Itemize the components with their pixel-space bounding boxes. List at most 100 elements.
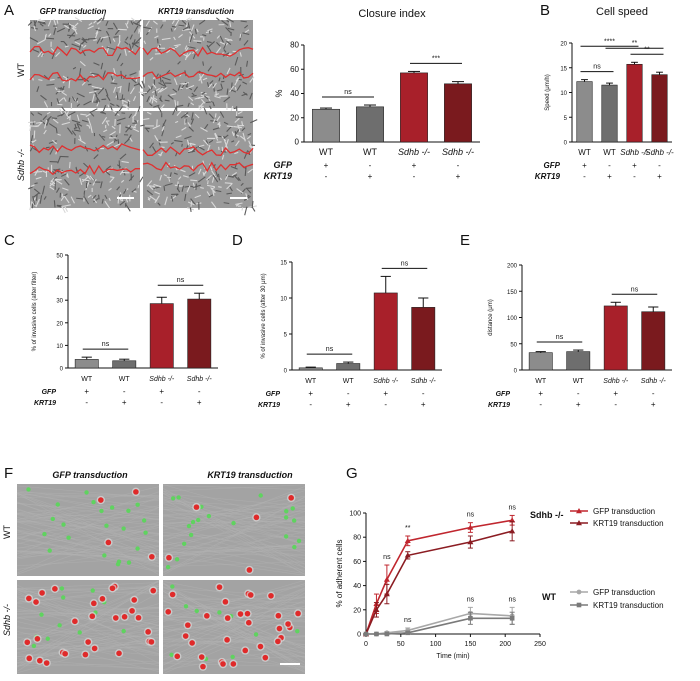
wound-edge-outline <box>29 71 141 83</box>
cell-texture <box>158 142 161 146</box>
cell-texture <box>190 179 198 182</box>
green-cell <box>169 652 174 658</box>
green-cell <box>115 561 121 567</box>
gfp-sign: + <box>632 161 637 170</box>
texture-line <box>16 503 160 515</box>
gfp-sign: + <box>613 389 618 398</box>
cell-texture <box>112 22 118 30</box>
texture-line <box>16 647 160 650</box>
cell-texture <box>32 196 36 205</box>
texture-line <box>162 508 306 554</box>
cell-texture <box>207 41 215 48</box>
cell-texture <box>212 119 216 124</box>
panel-letter-e: E <box>460 232 470 249</box>
cell-texture <box>193 86 198 93</box>
texture-line <box>16 557 160 567</box>
cell-texture <box>190 198 196 205</box>
cell-texture <box>163 174 168 177</box>
green-cell <box>59 586 65 591</box>
cell-texture <box>87 25 94 30</box>
cell-texture <box>164 182 173 187</box>
cell-texture <box>63 41 68 46</box>
cell-texture <box>203 123 209 130</box>
cell-texture <box>152 146 157 153</box>
cell-texture <box>182 175 189 178</box>
cell-texture <box>38 19 46 22</box>
significance-label: ns <box>467 596 475 603</box>
cell-texture <box>159 74 162 83</box>
cell-texture <box>195 183 197 191</box>
cell-texture <box>83 190 86 198</box>
cell-texture <box>57 87 65 90</box>
significance-label: ns <box>344 89 352 96</box>
krt19-sign: + <box>456 172 461 181</box>
cell-texture <box>178 176 182 180</box>
texture-line <box>16 492 160 516</box>
green-cell <box>57 623 62 628</box>
x-tick-label: 250 <box>534 641 546 648</box>
genotype-label: Sdhb -/- <box>442 147 474 157</box>
green-cell <box>31 643 37 649</box>
y-axis-label: distance (μm) <box>488 299 494 335</box>
cell-texture <box>153 20 158 25</box>
cell-texture <box>194 194 202 199</box>
texture-line <box>16 526 160 567</box>
red-cell <box>109 585 116 592</box>
cell-texture <box>55 179 63 185</box>
cell-texture <box>193 184 201 189</box>
cell-texture <box>57 156 61 164</box>
cell-texture <box>202 77 208 81</box>
cell-texture <box>229 85 235 93</box>
cell-texture <box>223 139 228 149</box>
texture-line <box>162 547 306 554</box>
cell-texture <box>234 56 239 66</box>
cell-texture <box>230 82 233 92</box>
green-cell <box>61 522 66 527</box>
cell-texture <box>45 146 50 149</box>
texture-line <box>162 585 306 614</box>
cell-texture <box>68 97 71 103</box>
significance-label: *** <box>432 55 440 62</box>
cell-texture <box>179 87 183 90</box>
texture-line <box>16 491 160 540</box>
green-cell <box>42 531 47 537</box>
red-cell <box>149 553 155 560</box>
green-cell <box>104 523 109 528</box>
significance-label: ns <box>326 346 334 353</box>
y-tick-label: 15 <box>560 66 567 72</box>
cell-texture <box>27 21 33 26</box>
cell-texture <box>83 100 92 106</box>
cell-texture <box>163 185 166 191</box>
cell-texture <box>76 122 83 127</box>
cell-texture <box>98 194 100 200</box>
texture-line <box>162 490 306 535</box>
texture-line <box>16 640 160 657</box>
krt19-sign: - <box>309 400 312 409</box>
genotype-label: WT <box>573 378 585 385</box>
micrograph-f-wt-krt19 <box>162 484 306 576</box>
cell-texture <box>184 45 188 50</box>
cell-texture <box>146 180 153 187</box>
cell-texture <box>159 151 163 157</box>
cell-texture <box>64 24 70 29</box>
red-cell <box>246 567 253 573</box>
legend-marker <box>576 589 582 595</box>
gfp-row-label: GFP <box>42 389 57 396</box>
cell-texture <box>131 17 136 22</box>
cell-texture <box>173 36 176 41</box>
y-tick-label: 60 <box>353 559 361 566</box>
texture-line <box>16 550 160 556</box>
green-cell <box>292 544 297 550</box>
cell-texture <box>105 120 110 126</box>
red-cell <box>276 625 283 632</box>
cell-texture <box>113 86 117 93</box>
red-cell <box>204 613 210 619</box>
cell-texture <box>157 105 162 113</box>
cell-texture <box>228 185 233 192</box>
genotype-label: WT <box>603 148 616 157</box>
krt19-sign: + <box>657 172 662 181</box>
cell-texture <box>144 127 150 130</box>
bar <box>444 83 472 143</box>
cell-texture <box>149 185 155 188</box>
cell-texture <box>116 117 126 122</box>
